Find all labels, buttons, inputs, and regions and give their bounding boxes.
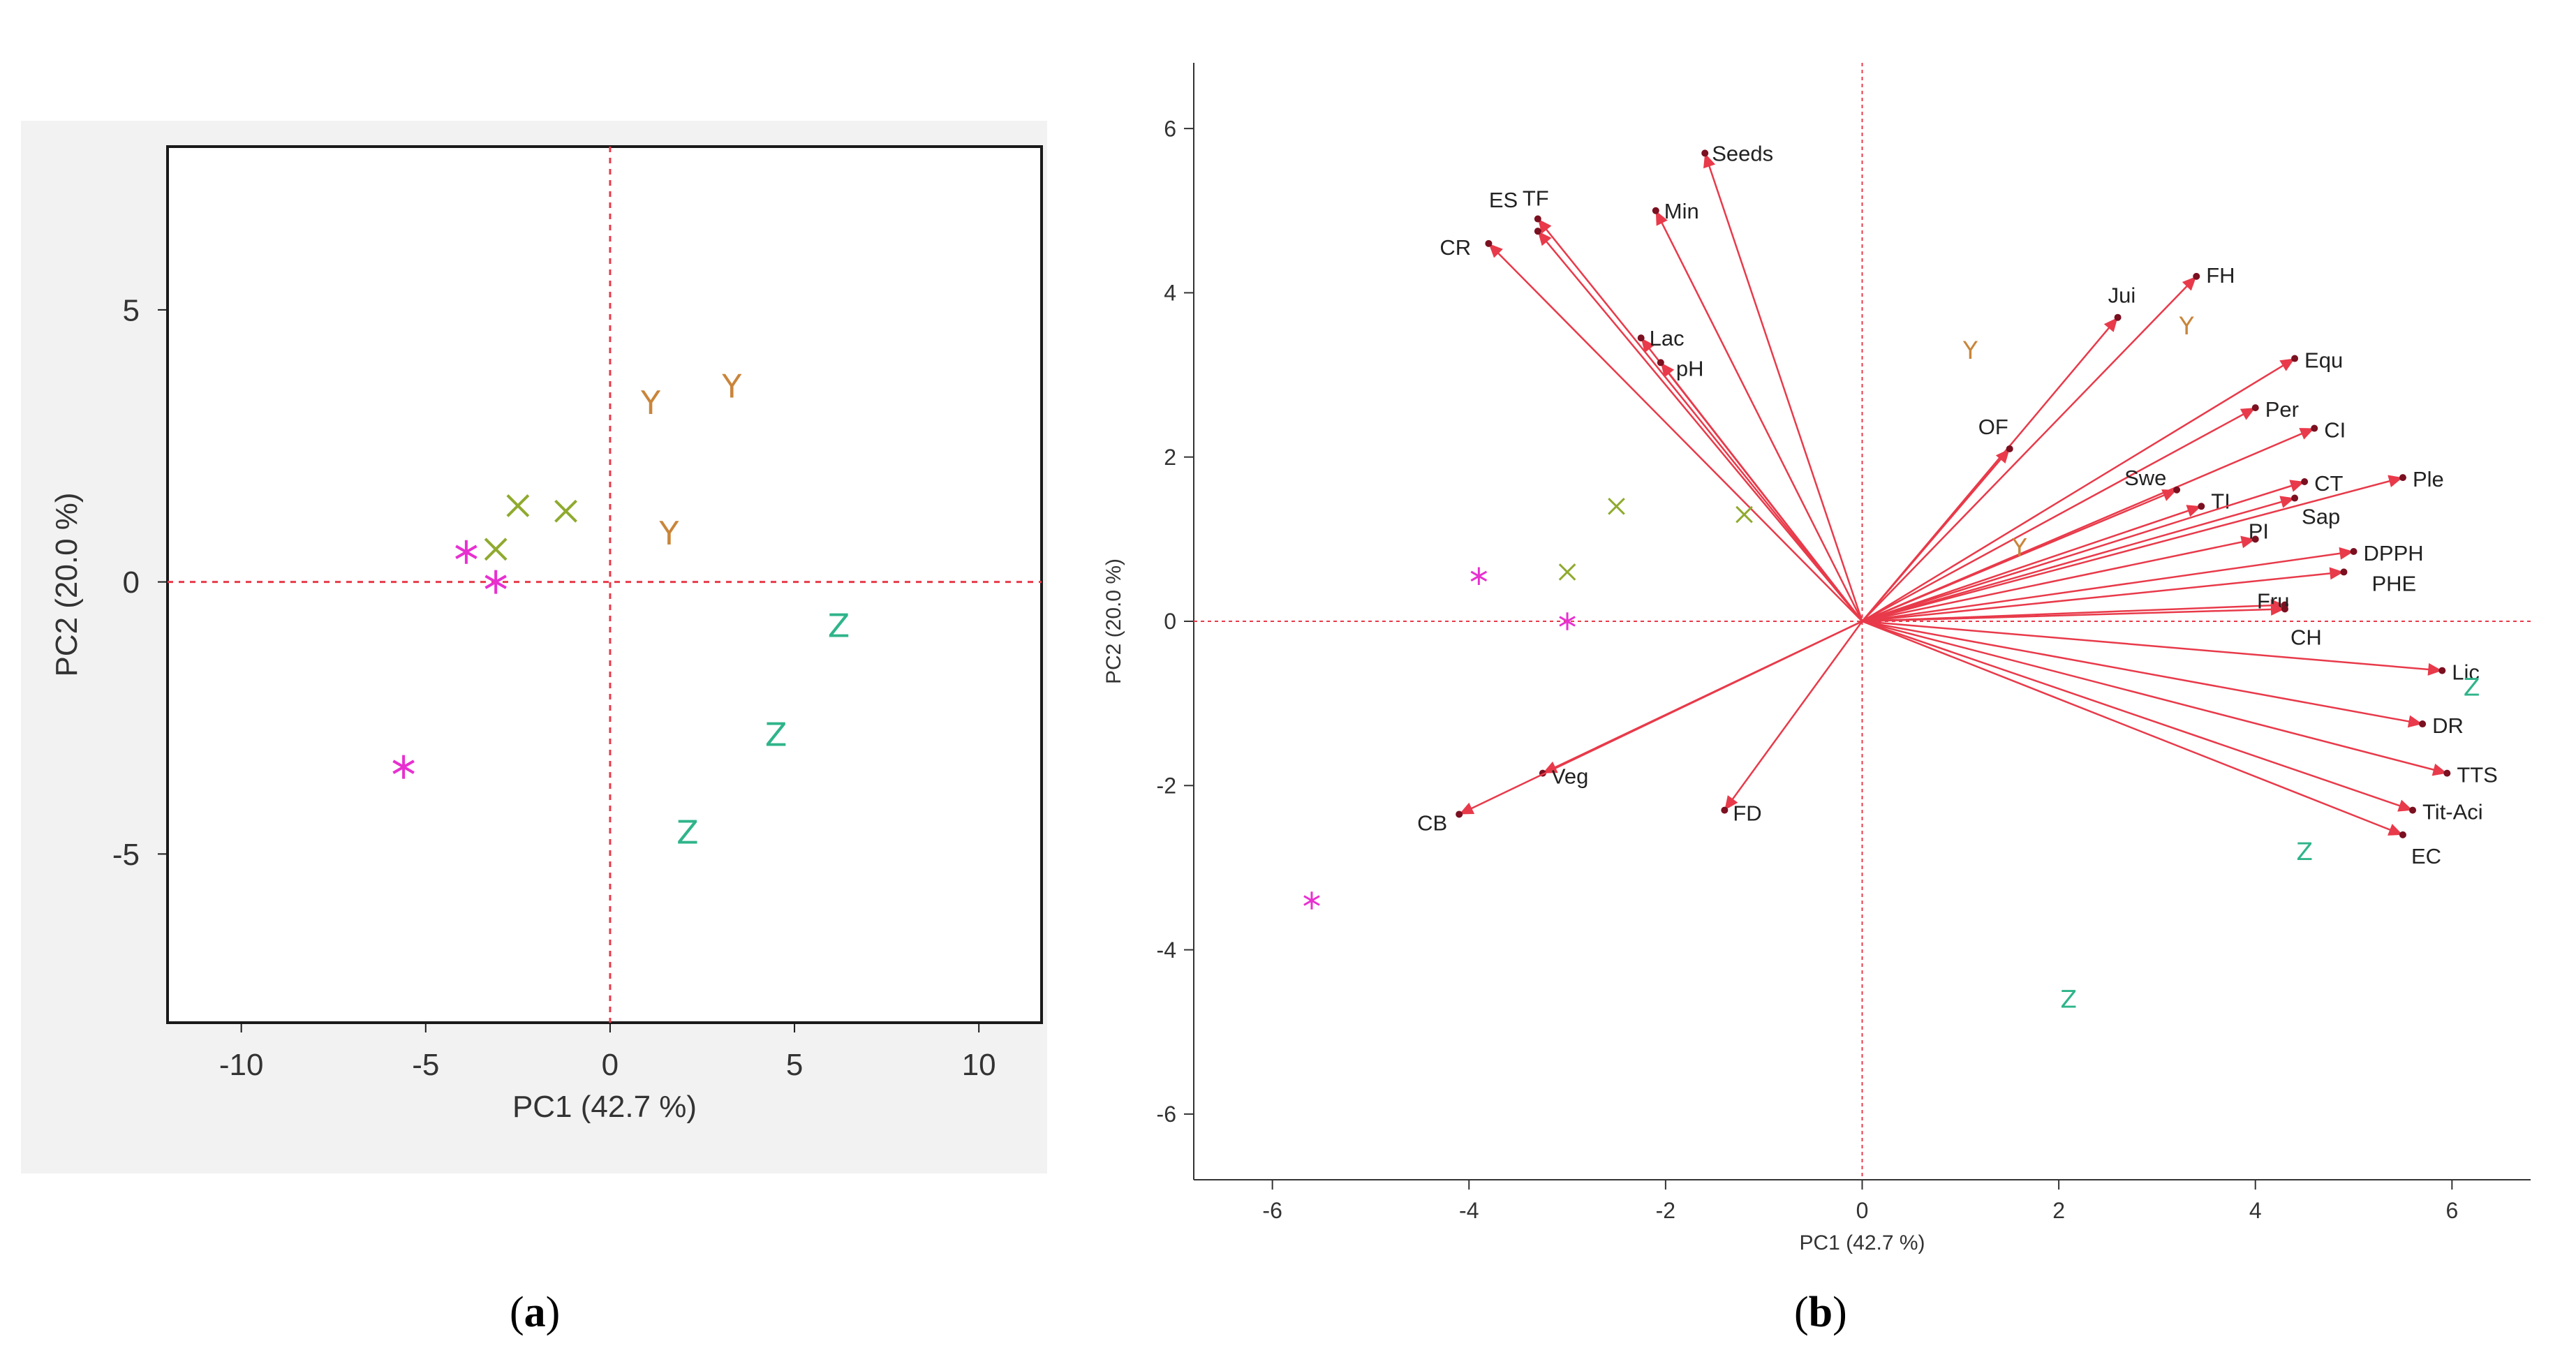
vector-endpoint [2173, 487, 2180, 494]
y-axis-label: PC2 (20.0 %) [50, 492, 84, 676]
vector-endpoint [1638, 334, 1645, 341]
y-marker: Y [2179, 313, 2195, 341]
vector-endpoint [1534, 216, 1541, 223]
caption-a: (a) [510, 1288, 560, 1338]
vector-label-seeds: Seeds [1712, 141, 1773, 165]
vector-endpoint [2291, 355, 2298, 362]
x-tick-label: -6 [1262, 1198, 1282, 1223]
x-axis-label: PC1 (42.7 %) [512, 1090, 697, 1124]
vector-endpoint [2301, 478, 2308, 485]
vector-endpoint [2291, 495, 2298, 502]
y-axis-label: PC2 (20.0 %) [1102, 558, 1125, 684]
y-tick-label: 5 [123, 293, 140, 327]
vector-endpoint [2351, 548, 2357, 555]
y-tick-label: -6 [1157, 1102, 1176, 1127]
vector-label-tf: TF [1523, 186, 1549, 211]
vector-label-cr: CR [1439, 235, 1471, 260]
vector-label-tts: TTS [2457, 763, 2498, 787]
z-marker: Z [2060, 986, 2077, 1014]
vector-label-sap: Sap [2302, 505, 2340, 529]
vector-endpoint [2281, 605, 2288, 612]
vector-label-equ: Equ [2304, 348, 2343, 373]
z-marker: Z [765, 716, 787, 753]
y-tick-label: -4 [1157, 938, 1176, 963]
vector-endpoint [2115, 314, 2122, 321]
y-tick-label: 4 [1164, 281, 1176, 306]
vector-label-per: Per [2265, 397, 2299, 422]
vector-endpoint [2340, 568, 2347, 575]
vector-label-cb: CB [1417, 810, 1447, 835]
vector-label-of: OF [1978, 415, 2008, 439]
z-marker: Z [676, 814, 699, 852]
x-axis-label: PC1 (42.7 %) [1799, 1231, 1925, 1254]
z-marker: Z [828, 607, 850, 645]
x-tick-label: 5 [786, 1048, 803, 1082]
x-tick-label: -2 [1656, 1198, 1675, 1223]
vector-label-ch: CH [2290, 625, 2322, 649]
x-tick-label: -10 [219, 1048, 264, 1082]
vector-endpoint [2443, 770, 2450, 777]
vector-label-fh: FH [2206, 263, 2235, 288]
y-marker: Y [640, 384, 661, 422]
x-tick-label: -4 [1459, 1198, 1479, 1223]
vector-label-ct: CT [2314, 471, 2343, 496]
x-tick-label: -5 [412, 1048, 439, 1082]
x-tick-label: 10 [962, 1048, 996, 1082]
vector-endpoint [1701, 149, 1708, 156]
vector-label-swe: Swe [2124, 466, 2166, 490]
x-tick-label: 4 [2249, 1198, 2262, 1223]
vector-label-tit-aci: Tit-Aci [2422, 800, 2483, 824]
vector-endpoint [1534, 228, 1541, 235]
chart-canvas: -10 -5 0 5 10 5 0 -5 PC1 (42.7 %) PC2 (20.0 %) Y Y Y… [0, 0, 2576, 1348]
vector-endpoint [2252, 404, 2259, 411]
vector-endpoint [2409, 807, 2416, 814]
vector-endpoint [1456, 810, 1463, 817]
y-marker: Y [2011, 535, 2027, 563]
y-marker: Y [721, 368, 742, 406]
vector-endpoint [1721, 807, 1728, 814]
z-marker: Z [2464, 674, 2480, 702]
vector-label-dpph: DPPH [2364, 541, 2424, 565]
vector-endpoint [2419, 720, 2426, 727]
vector-endpoint [2399, 474, 2406, 481]
vector-endpoint [2311, 425, 2318, 432]
vector-endpoint [2006, 445, 2013, 452]
y-tick-label: -5 [112, 838, 140, 872]
vector-label-ph: pH [1676, 356, 1704, 380]
vector-label-phe: PHE [2371, 571, 2416, 595]
vector-label-pi: PI [2249, 519, 2269, 543]
vector-label-es: ES [1489, 188, 1518, 212]
vector-endpoint [2438, 667, 2445, 674]
y-marker: Y [1962, 337, 1978, 365]
caption-b: (b) [1794, 1288, 1847, 1338]
vector-endpoint [2399, 831, 2406, 838]
y-tick-label: 0 [1164, 609, 1176, 634]
panel-a-plot: -10 -5 0 5 10 5 0 -5 PC1 (42.7 %) PC2 (20.0 %) Y Y Y… [50, 147, 1042, 1124]
panel-b-plot: -6 -4 -2 0 2 4 6 6 4 2 0 -2 -4 -6 PC1 (42.7 %) PC2 (20.… [1102, 63, 2531, 1254]
y-tick-label: 2 [1164, 445, 1176, 470]
vector-label-jui: Jui [2108, 283, 2136, 308]
vector-label-lac: Lac [1650, 326, 1685, 350]
plot-frame [168, 147, 1042, 1023]
vector-endpoint [1485, 240, 1492, 247]
vector-label-ec: EC [2411, 844, 2441, 868]
x-tick-label: 6 [2445, 1198, 2458, 1223]
y-tick-label: -2 [1157, 773, 1176, 798]
vector-label-ci: CI [2324, 418, 2346, 443]
vector-label-ple: Ple [2413, 467, 2444, 491]
y-tick-label: 0 [123, 565, 140, 600]
vector-endpoint [1657, 359, 1664, 366]
x-tick-label: 0 [602, 1048, 619, 1082]
vector-endpoint [1652, 207, 1659, 214]
y-tick-label: 6 [1164, 116, 1176, 141]
y-marker: Y [658, 514, 679, 552]
z-marker: Z [2296, 838, 2313, 866]
x-tick-label: 2 [2052, 1198, 2065, 1223]
vector-endpoint [2198, 503, 2205, 510]
vector-label-fd: FD [1733, 801, 1761, 826]
vector-endpoint [2193, 273, 2200, 280]
x-tick-label: 0 [1856, 1198, 1869, 1223]
vector-label-dr: DR [2432, 713, 2464, 738]
vector-label-min: Min [1664, 199, 1699, 223]
